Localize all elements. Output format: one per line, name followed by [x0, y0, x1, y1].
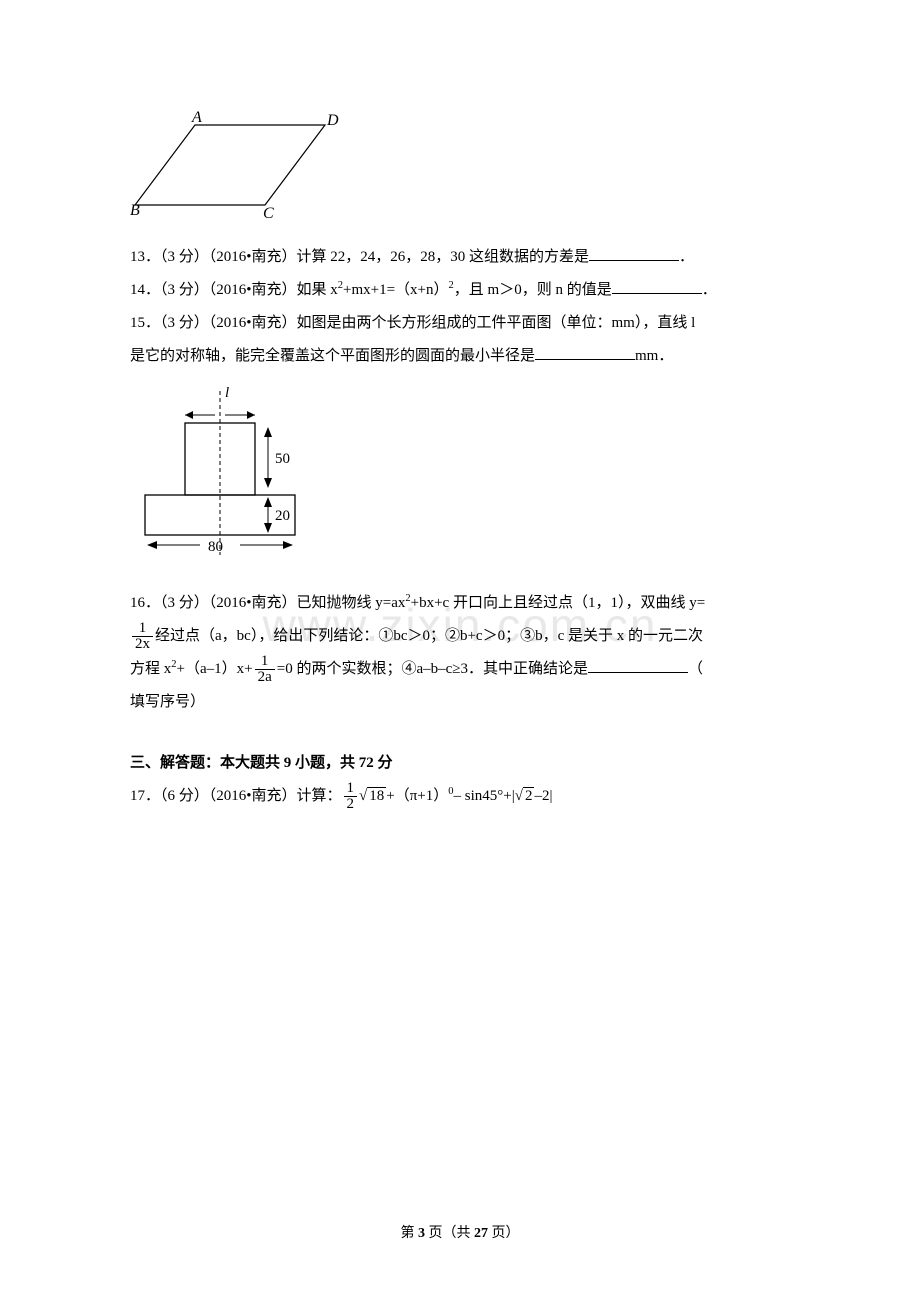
footer-e: 页） [488, 1226, 520, 1241]
footer-a: 第 [401, 1226, 419, 1241]
question-17: 17．（6 分）（2016•南充）计算：12√18+（π+1）0– sin45°… [130, 780, 790, 813]
sqrt2: √2 [515, 787, 535, 804]
q16-l3c: =0 的两个实数根；④a–b–c≥3．其中正确结论是 [277, 661, 588, 677]
q13-text: 13．（3 分）（2016•南充）计算 22，24，26，28，30 这组数据的… [130, 249, 589, 265]
arrow-tl [185, 411, 193, 419]
arrow-80-r [283, 541, 293, 549]
q17-d: –2| [534, 788, 552, 804]
q15-line1: 15．（3 分）（2016•南充）如图是由两个长方形组成的工件平面图（单位：mm… [130, 315, 695, 331]
q16-l3b: +（a–1）x+ [177, 661, 253, 677]
figure-parallelogram: A D B C [130, 110, 790, 233]
arrow-50-up [264, 427, 272, 437]
figure-workpiece: l 50 [130, 385, 790, 573]
arrow-20-down [264, 523, 272, 533]
q15-blank [535, 344, 635, 360]
frac-den: 2x [132, 637, 153, 652]
q14-suffix: ． [702, 282, 717, 298]
vertex-b: B [130, 202, 140, 219]
label-50: 50 [275, 451, 290, 467]
frac-1-2x: 12x [132, 621, 153, 652]
arrow-20-up [264, 497, 272, 507]
question-14: 14．（3 分）（2016•南充）如果 x2+mx+1=（x+n）2，且 m＞0… [130, 274, 790, 307]
q16-l1b: +bx+c 开口向上且经过点（1，1），双曲线 y= [411, 595, 706, 611]
q17-c: – sin45°+| [454, 788, 515, 804]
q16-l2: 经过点（a，bc），给出下列结论：①bc＞0；②b+c＞0；③b，c 是关于 x… [155, 628, 703, 644]
frac-half: 12 [344, 781, 358, 812]
vertex-d: D [326, 112, 339, 129]
q14-c: ，且 m＞0，则 n 的值是 [454, 282, 612, 298]
question-16: 16．（3 分）（2016•南充）已知抛物线 y=ax2+bx+c 开口向上且经… [130, 587, 790, 719]
question-13: 13．（3 分）（2016•南充）计算 22，24，26，28，30 这组数据的… [130, 241, 790, 274]
q14-blank [612, 278, 702, 294]
content: A D B C 13．（3 分）（2016•南充）计算 22，24，26，28，… [130, 110, 790, 813]
q14-a: 14．（3 分）（2016•南充）如果 x [130, 282, 338, 298]
rect-lower [145, 495, 295, 535]
sqrt18-rad: 18 [367, 787, 386, 804]
vertex-a: A [191, 110, 202, 126]
q17-a: 17．（6 分）（2016•南充）计算： [130, 788, 342, 804]
arrow-80-l [147, 541, 157, 549]
footer-b: 3 [418, 1226, 425, 1241]
q15-line2b: mm． [635, 348, 673, 364]
frac-num: 1 [132, 621, 153, 637]
label-80: 80 [208, 539, 223, 555]
frac-den2: 2a [255, 670, 275, 685]
q16-l4: 填写序号） [130, 694, 205, 710]
q14-b: +mx+1=（x+n） [343, 282, 449, 298]
arrow-tr [247, 411, 255, 419]
sqrt2-rad: 2 [523, 787, 535, 804]
question-15: 15．（3 分）（2016•南充）如图是由两个长方形组成的工件平面图（单位：mm… [130, 307, 790, 373]
frac-num2: 1 [255, 654, 275, 670]
frac-1-2a: 12a [255, 654, 275, 685]
q13-suffix: ． [679, 249, 694, 265]
page-footer: 第 3 页（共 27 页） [0, 1222, 920, 1242]
q13-blank [589, 245, 679, 261]
sqrt18: √18 [359, 787, 386, 804]
label-20: 20 [275, 508, 290, 524]
q17-b: +（π+1） [386, 788, 448, 804]
footer-c: 页（共 [425, 1226, 474, 1241]
parallelogram-shape [135, 125, 325, 205]
q16-l3d: （ [688, 661, 703, 677]
frac-half-num: 1 [344, 781, 358, 797]
section-3-title: 三、解答题：本大题共 9 小题，共 72 分 [130, 747, 790, 780]
frac-half-den: 2 [344, 797, 358, 812]
q16-l3a: 方程 x [130, 661, 171, 677]
axis-label-l: l [225, 385, 229, 401]
q16-blank [588, 657, 688, 673]
arrow-50-down [264, 478, 272, 488]
vertex-c: C [263, 205, 274, 220]
q15-line2a: 是它的对称轴，能完全覆盖这个平面图形的圆面的最小半径是 [130, 348, 535, 364]
footer-d: 27 [474, 1226, 488, 1241]
q16-l1a: 16．（3 分）（2016•南充）已知抛物线 y=ax [130, 595, 405, 611]
